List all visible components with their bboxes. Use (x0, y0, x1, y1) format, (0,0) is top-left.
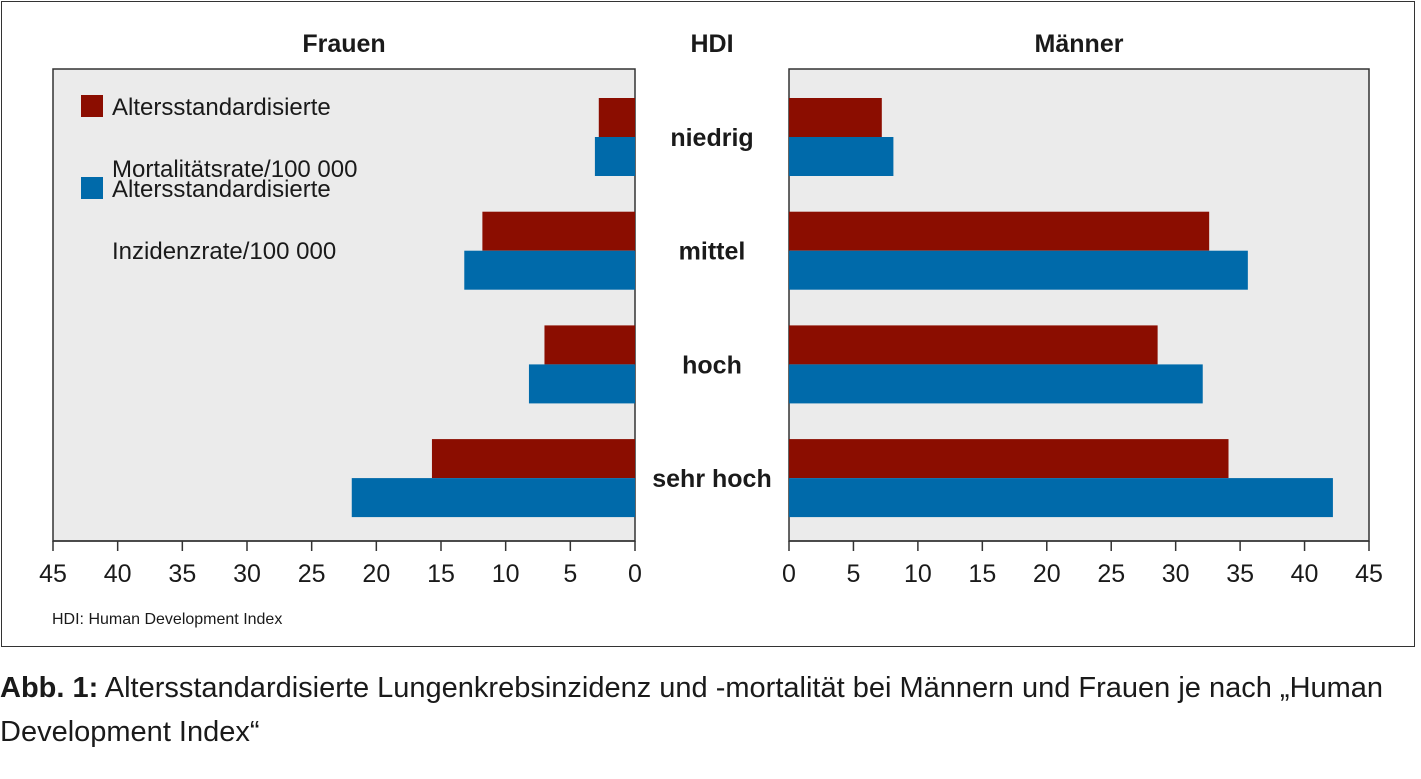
legend-label-mortality-line-0: Altersstandardisierte (112, 94, 331, 121)
maenner-mortality-bar-1 (789, 211, 1210, 251)
category-label-1: mittel (679, 238, 746, 266)
category-label-0: niedrig (670, 124, 753, 152)
legend-label-incidence-line-0: Altersstandardisierte (112, 176, 331, 203)
frauen-mortality-bar-2 (544, 325, 635, 365)
maenner-tick-label-6: 30 (1162, 560, 1190, 588)
maenner-mortality-bar-2 (789, 325, 1158, 365)
frauen-incidence-bar-2 (528, 364, 635, 404)
maenner-incidence-bar-1 (789, 250, 1248, 290)
maenner-tick-label-0: 0 (782, 560, 796, 588)
frauen-tick-label-5: 25 (298, 560, 326, 588)
frauen-tick-label-9: 45 (39, 560, 67, 588)
maenner-incidence-bar-2 (789, 364, 1203, 404)
legend-label-mortality-line-1: Mortalitätsrate/100 000 (112, 156, 357, 183)
legend-label-incidence-line-1: Inzidenzrate/100 000 (112, 238, 336, 265)
maenner-mortality-bar-0 (789, 98, 882, 137)
maenner-tick-label-7: 35 (1226, 560, 1254, 588)
maenner-mortality-bar-3 (789, 439, 1229, 479)
frauen-mortality-bar-1 (482, 211, 635, 251)
frauen-incidence-bar-0 (594, 137, 635, 176)
frauen-tick-label-0: 0 (628, 560, 642, 588)
frauen-panel-title: Frauen (302, 30, 385, 58)
maenner-tick-label-9: 45 (1355, 560, 1383, 588)
legend-swatch-incidence (81, 177, 103, 199)
hdi-axis-title: HDI (690, 30, 733, 58)
maenner-incidence-bar-0 (789, 137, 894, 176)
maenner-tick-label-8: 40 (1291, 560, 1319, 588)
maenner-tick-label-3: 15 (968, 560, 996, 588)
caption-text: Altersstandardisierte Lungenkrebsinziden… (0, 672, 1384, 748)
frauen-tick-label-6: 30 (233, 560, 261, 588)
caption-label: Abb. 1: (0, 672, 99, 704)
frauen-mortality-bar-0 (598, 98, 635, 137)
maenner-tick-label-4: 20 (1033, 560, 1061, 588)
maenner-tick-label-2: 10 (904, 560, 932, 588)
maenner-incidence-bar-3 (789, 478, 1333, 518)
maenner-tick-label-1: 5 (846, 560, 860, 588)
maenner-panel-title: Männer (1035, 30, 1124, 58)
frauen-incidence-bar-3 (351, 478, 635, 518)
frauen-mortality-bar-3 (431, 439, 635, 479)
frauen-tick-label-7: 35 (168, 560, 196, 588)
figure-frame (1, 1, 1415, 647)
footnote: HDI: Human Development Index (52, 611, 283, 628)
category-label-3: sehr hoch (652, 465, 771, 493)
frauen-incidence-bar-1 (464, 250, 635, 290)
figure-caption: Abb. 1: Altersstandardisierte Lungenkreb… (0, 666, 1410, 754)
frauen-tick-label-1: 5 (563, 560, 577, 588)
frauen-tick-label-2: 10 (492, 560, 520, 588)
maenner-tick-label-5: 25 (1097, 560, 1125, 588)
frauen-tick-label-8: 40 (104, 560, 132, 588)
legend-swatch-mortality (81, 95, 103, 117)
frauen-tick-label-3: 15 (427, 560, 455, 588)
butterfly-bar-chart: Frauen 0 5 10 15 20 25 30 35 40 45 Männer 0 5 10 15 20 25… (39, 30, 1383, 588)
category-label-2: hoch (682, 351, 742, 379)
frauen-tick-label-4: 20 (362, 560, 390, 588)
